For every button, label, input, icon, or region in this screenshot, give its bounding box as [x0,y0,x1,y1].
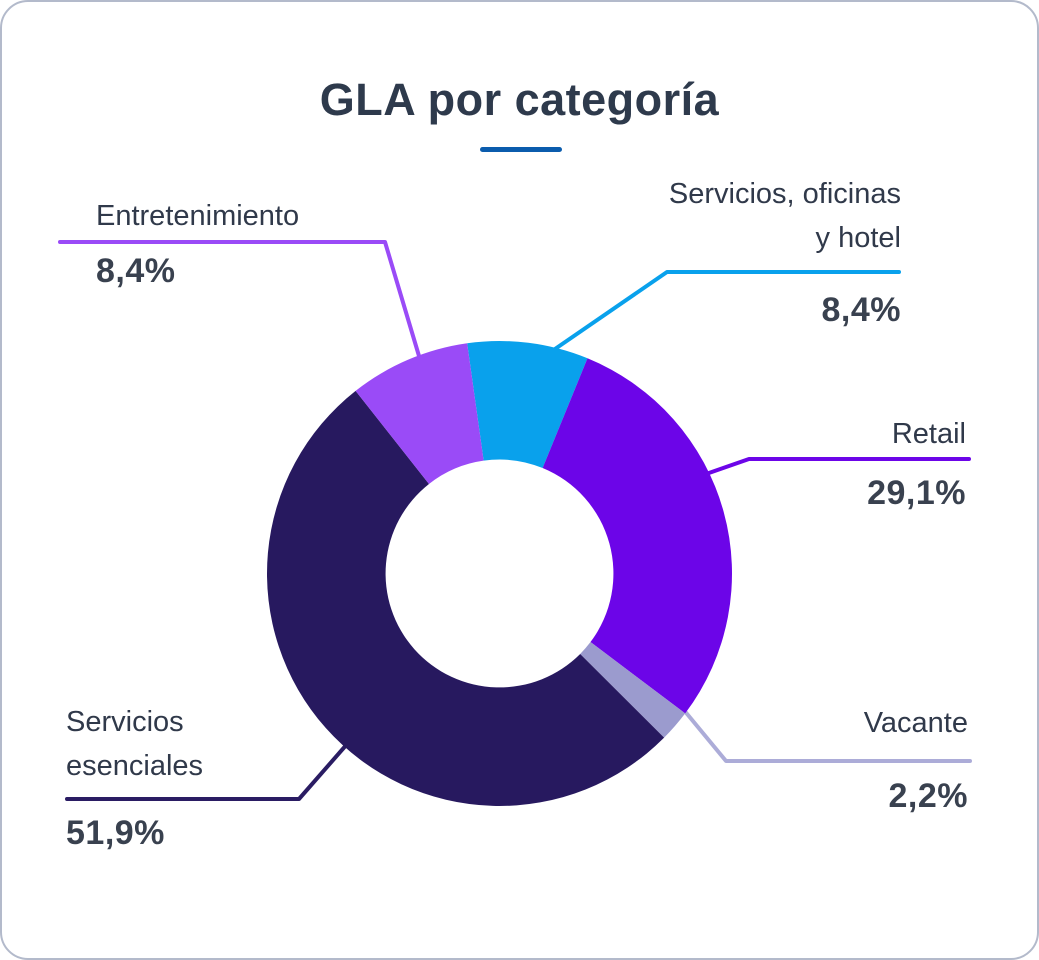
donut-slice-vacante[interactable] [580,642,686,738]
slice-label-line1: Servicios, oficinas [668,178,901,210]
donut-slice-servicios-esenciales[interactable] [267,390,665,806]
donut-slice-retail[interactable] [542,358,732,714]
slice-label: Vacante [863,707,968,739]
leader-line-servicios-oficinas-y-hotel [553,270,901,351]
callout-esenciales-label: Servicios esenciales [66,700,203,788]
slice-percent: 8,4% [96,252,176,290]
slice-label-line2: y hotel [815,222,901,254]
chart-title: GLA por categoría [319,74,720,125]
slice-percent: 29,1% [867,474,966,512]
callout-servicios-value: 8,4% [822,291,902,330]
slice-percent: 2,2% [888,777,968,815]
leader-line-retail [704,457,971,476]
leader-line-vacante [681,707,972,763]
callout-vacante-value: 2,2% [889,777,969,816]
donut-slice-entretenimiento[interactable] [355,343,484,485]
slice-label-line2: esenciales [66,750,204,782]
leader-line-entretenimiento [58,240,421,358]
callout-entretenimiento-value: 8,4% [96,252,176,291]
slice-percent: 8,4% [821,291,901,329]
slice-label: Entretenimiento [96,200,300,232]
slice-label-line1: Servicios [66,706,184,738]
callout-vacante-label: Vacante [864,701,968,745]
title-underline-accent [480,147,562,152]
leader-line-servicios-esenciales [65,741,350,801]
callout-entretenimiento-label: Entretenimiento [96,194,299,238]
callout-esenciales-value: 51,9% [66,814,165,853]
callout-retail-value: 29,1% [867,474,966,513]
slice-percent: 51,9% [66,814,165,852]
callout-retail-label: Retail [892,412,966,456]
callout-servicios-label: Servicios, oficinas y hotel [669,172,901,260]
slice-label: Retail [891,418,966,450]
donut-slice-servicios-oficinas-y-hotel[interactable] [467,341,588,469]
